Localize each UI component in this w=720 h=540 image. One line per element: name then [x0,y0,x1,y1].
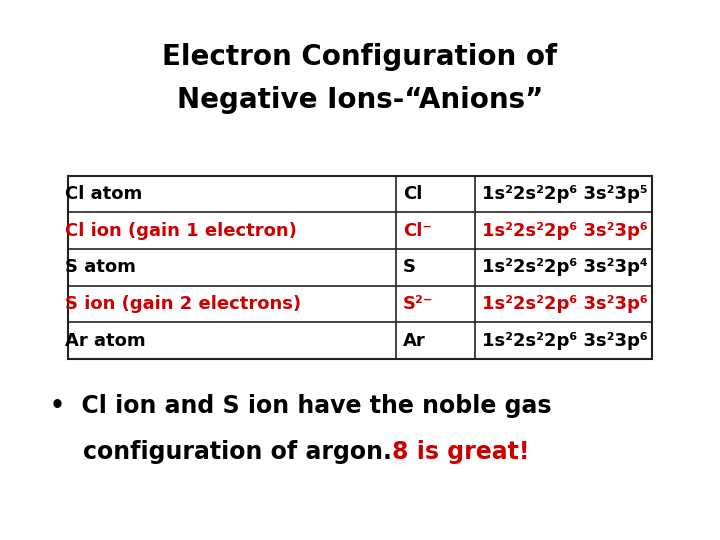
Text: •  Cl ion and S ion have the noble gas: • Cl ion and S ion have the noble gas [50,394,552,418]
Text: 1s²2s²2p⁶ 3s²3p⁴: 1s²2s²2p⁶ 3s²3p⁴ [482,258,648,276]
Text: S atom: S atom [65,258,135,276]
Text: Ar: Ar [403,332,426,350]
Text: Cl ion (gain 1 electron): Cl ion (gain 1 electron) [65,221,297,240]
Text: Ar atom: Ar atom [65,332,145,350]
Text: 1s²2s²2p⁶ 3s²3p⁵: 1s²2s²2p⁶ 3s²3p⁵ [482,185,648,203]
Text: S: S [403,258,416,276]
Text: configuration of argon.: configuration of argon. [50,440,400,464]
Text: 1s²2s²2p⁶ 3s²3p⁶: 1s²2s²2p⁶ 3s²3p⁶ [482,332,648,350]
Text: 1s²2s²2p⁶ 3s²3p⁶: 1s²2s²2p⁶ 3s²3p⁶ [482,221,648,240]
Text: 8 is great!: 8 is great! [392,440,530,464]
Text: S ion (gain 2 electrons): S ion (gain 2 electrons) [65,295,301,313]
Text: Electron Configuration of: Electron Configuration of [163,43,557,71]
Text: S²⁻: S²⁻ [403,295,433,313]
Text: Cl: Cl [403,185,423,203]
Text: Cl⁻: Cl⁻ [403,221,432,240]
Bar [68,176,652,359]
Text: Negative Ions-“Anions”: Negative Ions-“Anions” [177,86,543,114]
Text: Cl atom: Cl atom [65,185,142,203]
Text: 1s²2s²2p⁶ 3s²3p⁶: 1s²2s²2p⁶ 3s²3p⁶ [482,295,648,313]
